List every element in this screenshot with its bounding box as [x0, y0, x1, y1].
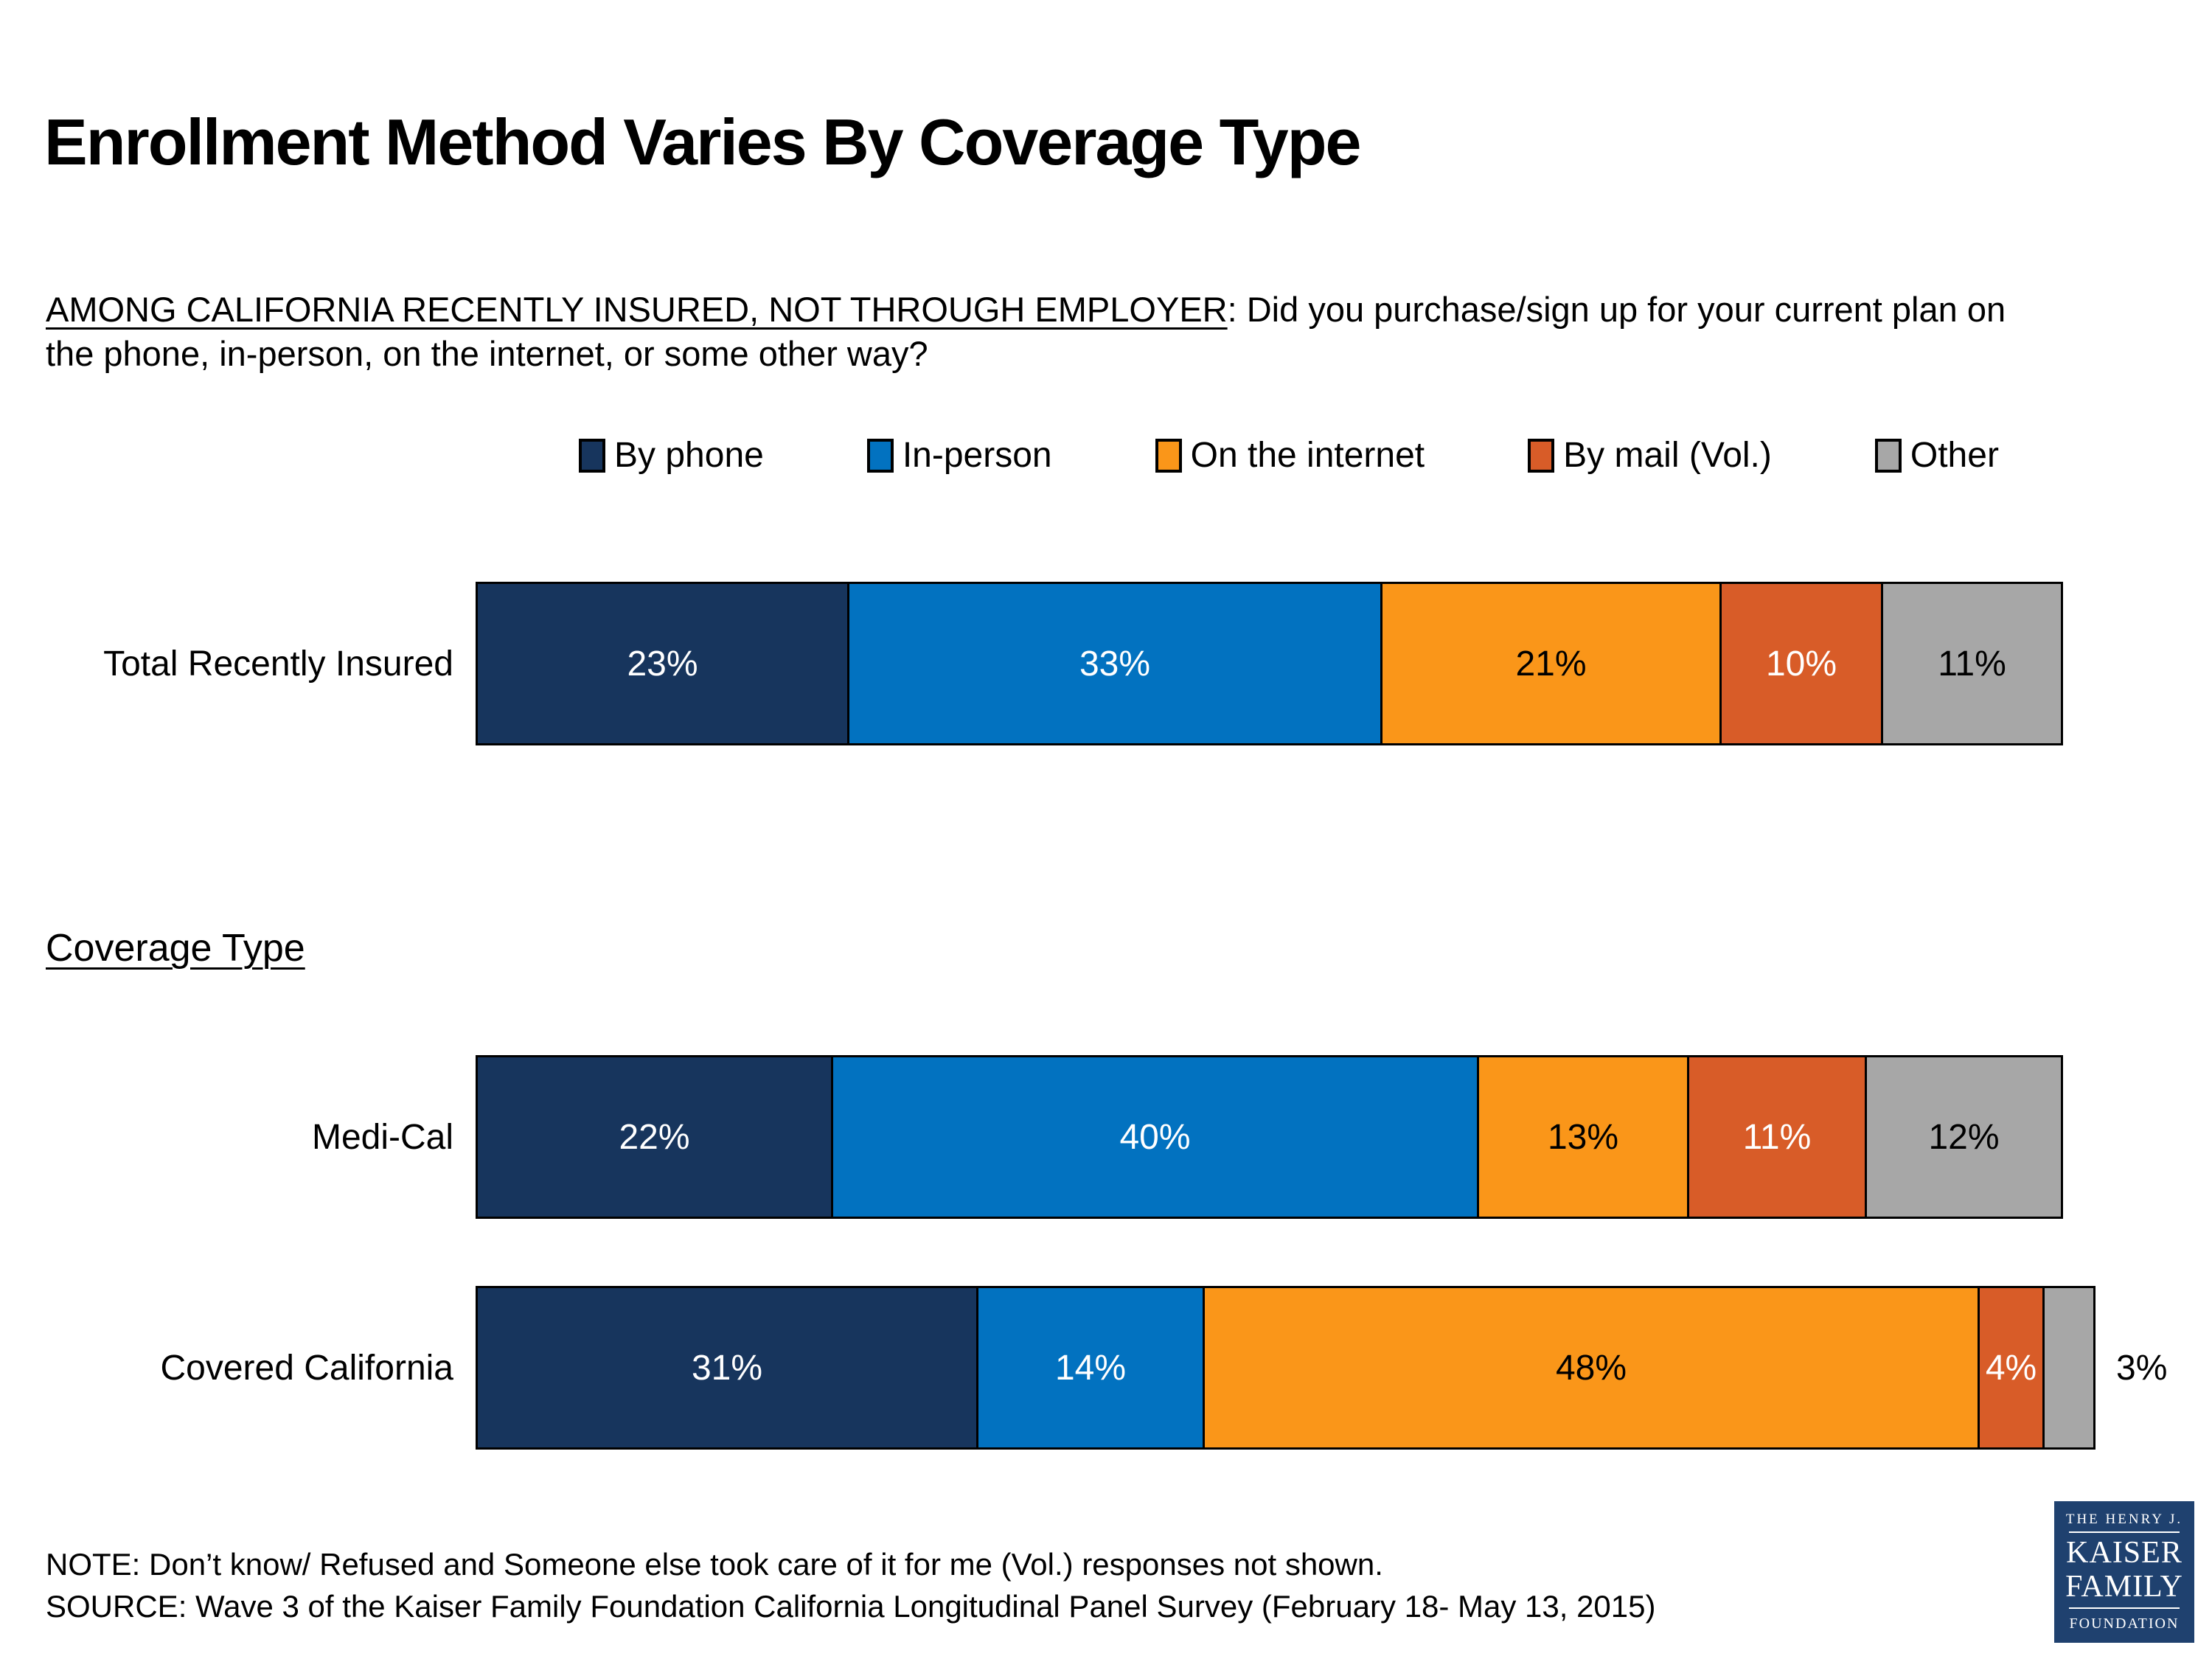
outside-value-label: 3% [2116, 1348, 2168, 1388]
bar-segment: 33% [849, 584, 1382, 743]
legend-item: Other [1874, 435, 1999, 476]
legend-item: In-person [866, 435, 1052, 476]
legend: By phone In-person On the internet By mail … [579, 435, 1999, 476]
bar-row: Covered California 31% 14% 48% 4% 3% [0, 1286, 2168, 1450]
bar-segment [2045, 1288, 2093, 1447]
legend-item: By mail (Vol.) [1528, 435, 1772, 476]
bar-segment: 31% [478, 1288, 978, 1447]
bar: 31% 14% 48% 4% [476, 1286, 2096, 1450]
bar-segment-label: 14% [1054, 1348, 1127, 1388]
bar: 22% 40% 13% 11% 12% [476, 1055, 2063, 1219]
bar-segment-label: 13% [1547, 1117, 1619, 1157]
logo-line-kaiser: KAISER [2066, 1536, 2183, 1571]
bar-segment: 22% [478, 1057, 833, 1217]
bar-segment: 12% [1867, 1057, 2061, 1217]
logo-rule-bottom [2069, 1607, 2180, 1609]
bar-segment: 11% [1883, 584, 2061, 743]
legend-label: In-person [902, 436, 1052, 475]
page-title: Enrollment Method Varies By Coverage Typ… [44, 105, 1361, 178]
bar-segment-label: 10% [1765, 644, 1837, 684]
footer: NOTE: Don’t know/ Refused and Someone el… [46, 1544, 1656, 1627]
bar-segment-label: 11% [1938, 644, 2006, 684]
logo-line-family: FAMILY [2065, 1569, 2183, 1604]
bar: 23% 33% 21% 10% 11% [476, 582, 2063, 745]
legend-item: On the internet [1155, 435, 1425, 476]
legend-label: By phone [614, 436, 764, 475]
bar-segment: 40% [833, 1057, 1479, 1217]
subtitle-question-line2: the phone, in-person, on the internet, o… [46, 334, 928, 374]
legend-swatch [1528, 438, 1555, 473]
legend-swatch [866, 438, 894, 473]
bar-segment-label: 31% [691, 1348, 763, 1388]
footer-note: NOTE: Don’t know/ Refused and Someone el… [46, 1547, 1383, 1582]
bar-segment: 23% [478, 584, 849, 743]
bar-row: Total Recently Insured 23% 33% 21% 10% 11% [0, 582, 2063, 745]
legend-label: By mail (Vol.) [1563, 436, 1772, 475]
legend-label: Other [1910, 436, 1999, 475]
bar-segment: 10% [1722, 584, 1883, 743]
legend-swatch [579, 438, 605, 473]
bar-segment-label: 11% [1742, 1117, 1812, 1157]
row-label: Medi-Cal [311, 1117, 453, 1157]
logo-rule-top [2069, 1531, 2180, 1534]
bar-segment-label: 40% [1119, 1117, 1191, 1157]
legend-swatch [1155, 438, 1182, 473]
logo-line-foundation: FOUNDATION [2069, 1615, 2180, 1632]
row-label: Covered California [160, 1348, 453, 1388]
bar-segment-label: 48% [1555, 1348, 1627, 1388]
kff-logo: THE HENRY J. KAISER FAMILY FOUNDATION [2054, 1501, 2194, 1643]
bar-segment: 4% [1980, 1288, 2045, 1447]
bar-segment-label: 22% [619, 1117, 690, 1157]
section-heading: Coverage Type [46, 927, 305, 970]
bar-segment-label: 21% [1515, 644, 1587, 684]
footer-source: SOURCE: Wave 3 of the Kaiser Family Foun… [46, 1588, 1656, 1624]
subtitle-lead: AMONG CALIFORNIA RECENTLY INSURED, NOT T… [46, 290, 1228, 329]
legend-item: By phone [579, 435, 764, 476]
chart-subtitle: AMONG CALIFORNIA RECENTLY INSURED, NOT T… [46, 288, 2184, 376]
legend-label: On the internet [1190, 436, 1425, 475]
legend-swatch [1874, 438, 1902, 473]
bar-segment-label: 33% [1079, 644, 1151, 684]
logo-line-henry: THE HENRY J. [2065, 1512, 2183, 1528]
bar-segment: 14% [978, 1288, 1205, 1447]
bar-segment: 21% [1382, 584, 1722, 743]
bar-segment-label: 23% [627, 644, 698, 684]
bar-row: Medi-Cal 22% 40% 13% 11% 12% [0, 1055, 2063, 1219]
bar-segment: 11% [1689, 1057, 1867, 1217]
subtitle-question: : Did you purchase/sign up for your curr… [1227, 290, 2006, 329]
bar-segment: 13% [1479, 1057, 1689, 1217]
bar-segment-label: 4% [1985, 1348, 2037, 1388]
bar-segment-label: 12% [1928, 1117, 2000, 1157]
bar-segment: 48% [1205, 1288, 1980, 1447]
row-label: Total Recently Insured [103, 644, 453, 684]
